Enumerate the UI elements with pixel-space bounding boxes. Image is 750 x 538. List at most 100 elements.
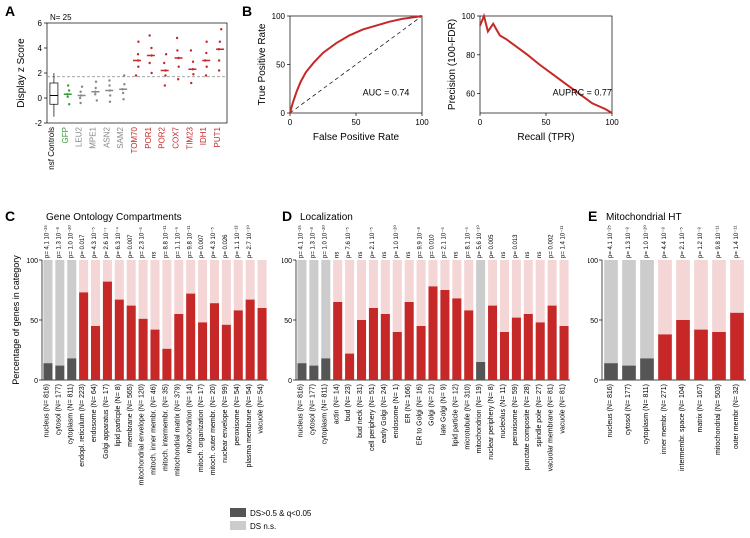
svg-text:nuclear periphery (N= 8): nuclear periphery (N= 8) (488, 384, 495, 460)
svg-text:nucleolus (N= 11): nucleolus (N= 11) (500, 384, 507, 439)
svg-text:nsf Controls: nsf Controls (47, 127, 56, 170)
svg-text:endosome (N= 64): endosome (N= 64) (91, 384, 98, 442)
svg-text:p= 8.1 10⁻⁵: p= 8.1 10⁻⁵ (464, 227, 471, 258)
legend: DS>0.5 & q<0.05 DS n.s. (230, 508, 370, 538)
svg-text:p= 1.3 10⁻⁸: p= 1.3 10⁻⁸ (309, 227, 316, 258)
svg-text:ns: ns (334, 252, 340, 258)
svg-text:ER (N= 166): ER (N= 166) (405, 384, 412, 423)
svg-text:early Golgi (N= 24): early Golgi (N= 24) (381, 384, 388, 443)
svg-text:outer membr (N= 32): outer membr (N= 32) (733, 384, 740, 449)
svg-text:TIM23: TIM23 (185, 126, 194, 149)
panel-b-prc: 0501006080100Recall (TPR)Precision (100-… (445, 8, 620, 143)
svg-text:ns: ns (501, 252, 507, 258)
svg-text:p= 5.6 10⁻¹⁰: p= 5.6 10⁻¹⁰ (476, 225, 483, 258)
svg-text:cytoplasm (N= 811): cytoplasm (N= 811) (643, 384, 650, 444)
svg-text:p= 2.3 10⁻⁶: p= 2.3 10⁻⁶ (139, 227, 146, 258)
svg-text:nucleus (N= 816): nucleus (N= 816) (298, 384, 305, 438)
svg-text:p= 9.8 10⁻¹¹: p= 9.8 10⁻¹¹ (716, 226, 722, 258)
svg-text:80: 80 (466, 51, 475, 60)
panel-e-chart: Mitochondrial HT050100nucleus (N= 816)p=… (588, 208, 748, 538)
svg-text:p= 2.6 10⁻⁷: p= 2.6 10⁻⁷ (103, 227, 110, 258)
svg-text:50: 50 (542, 118, 551, 127)
svg-text:p= 9.8 10⁻¹¹: p= 9.8 10⁻¹¹ (187, 226, 193, 258)
svg-text:mitochondrial envelope (N= 120: mitochondrial envelope (N= 120) (139, 384, 146, 485)
svg-text:p= 0.007: p= 0.007 (128, 234, 134, 258)
svg-text:Golgi (N= 21): Golgi (N= 21) (429, 384, 436, 426)
svg-text:p= 1.0 10⁻²⁰: p= 1.0 10⁻²⁰ (393, 225, 400, 258)
svg-text:2: 2 (38, 69, 43, 78)
svg-text:100: 100 (605, 118, 619, 127)
svg-text:p= 8.8 10⁻¹¹: p= 8.8 10⁻¹¹ (163, 226, 169, 258)
svg-text:100: 100 (462, 12, 476, 21)
svg-text:ns: ns (525, 252, 531, 258)
svg-text:vacuole (N= 81): vacuole (N= 81) (560, 384, 567, 434)
svg-text:microtubule (N= 310): microtubule (N= 310) (464, 384, 471, 450)
svg-text:nuclear envelope (N= 99): nuclear envelope (N= 99) (222, 384, 229, 463)
svg-text:plasma membrane (N= 54): plasma membrane (N= 54) (246, 384, 253, 467)
svg-text:PUT1: PUT1 (213, 126, 222, 147)
svg-text:p= 0.026: p= 0.026 (223, 234, 229, 258)
svg-text:0: 0 (34, 378, 38, 385)
svg-text:IDH1: IDH1 (199, 126, 208, 145)
svg-text:COX7: COX7 (172, 126, 181, 148)
svg-text:cell periphery (N= 51): cell periphery (N= 51) (369, 384, 376, 451)
svg-text:Golgi apparatus (N= 17): Golgi apparatus (N= 17) (103, 384, 110, 459)
svg-text:p= 7.6 10⁻⁵: p= 7.6 10⁻⁵ (345, 227, 352, 258)
svg-text:cytoplasm (N= 811): cytoplasm (N= 811) (67, 384, 74, 444)
svg-text:peroxisome (N= 54): peroxisome (N= 54) (234, 384, 241, 446)
svg-text:mitochondrion (N= 14): mitochondrion (N= 14) (186, 384, 193, 453)
svg-text:vacuole (N= 54): vacuole (N= 54) (258, 384, 265, 434)
svg-text:peroxisome (N= 59): peroxisome (N= 59) (512, 384, 519, 446)
svg-text:POR2: POR2 (158, 126, 167, 148)
svg-text:p= 4.4 10⁻⁸: p= 4.4 10⁻⁸ (661, 227, 668, 258)
svg-text:100: 100 (415, 118, 429, 127)
svg-text:bud (N= 23): bud (N= 23) (345, 384, 352, 421)
svg-text:-2: -2 (35, 119, 43, 128)
svg-text:ASN2: ASN2 (102, 126, 111, 147)
svg-text:True Positive Rate: True Positive Rate (257, 23, 268, 105)
svg-text:0: 0 (288, 118, 293, 127)
svg-text:mitochondrial (N= 503): mitochondrial (N= 503) (715, 384, 722, 455)
svg-text:50: 50 (276, 61, 285, 70)
svg-text:p= 1.4 10⁻¹¹: p= 1.4 10⁻¹¹ (734, 226, 740, 258)
svg-text:TOM70: TOM70 (130, 126, 139, 153)
panel-a-chart: -20246Display z ScoreN= 25nsf ControlsGF… (12, 8, 232, 203)
svg-text:cytosol (N= 177): cytosol (N= 177) (55, 384, 62, 435)
svg-text:late Golgi (N= 9): late Golgi (N= 9) (441, 384, 448, 435)
svg-text:lipid particle (N= 12): lipid particle (N= 12) (452, 384, 459, 446)
svg-text:50: 50 (352, 118, 361, 127)
svg-text:Precision (100-FDR): Precision (100-FDR) (447, 19, 458, 110)
svg-text:DS n.s.: DS n.s. (250, 522, 276, 531)
svg-text:p= 9.9 10⁻⁸: p= 9.9 10⁻⁸ (417, 227, 424, 258)
svg-text:p= 6.3 10⁻⁴: p= 6.3 10⁻⁴ (115, 227, 122, 258)
svg-text:p= 1.1 10⁻⁹: p= 1.1 10⁻⁹ (174, 227, 181, 258)
svg-text:p= 4.1 10⁻²⁵: p= 4.1 10⁻²⁵ (44, 225, 51, 258)
svg-text:0: 0 (594, 378, 598, 385)
svg-text:matrix (N= 167): matrix (N= 167) (697, 384, 704, 432)
svg-text:mitoch. inner membr. (N= 46): mitoch. inner membr. (N= 46) (151, 384, 158, 475)
svg-text:MPE1: MPE1 (88, 126, 97, 148)
svg-text:vacuolar membrane (N= 81): vacuolar membrane (N= 81) (548, 384, 555, 471)
svg-text:ns: ns (382, 252, 388, 258)
svg-text:p= 1.4 10⁻¹¹: p= 1.4 10⁻¹¹ (561, 226, 567, 258)
svg-text:p= 0.002: p= 0.002 (549, 234, 555, 258)
svg-text:Mitochondrial HT: Mitochondrial HT (606, 212, 682, 223)
svg-text:lipid particple (N= 8): lipid particple (N= 8) (115, 384, 122, 446)
svg-text:50: 50 (284, 318, 292, 325)
svg-text:Recall (TPR): Recall (TPR) (517, 132, 574, 143)
svg-text:100: 100 (272, 12, 286, 21)
svg-text:60: 60 (466, 90, 475, 99)
svg-text:100: 100 (282, 258, 292, 265)
svg-text:p= 2.1 10⁻⁵: p= 2.1 10⁻⁵ (369, 227, 376, 258)
svg-text:p= 4.1 10⁻²⁵: p= 4.1 10⁻²⁵ (607, 225, 614, 258)
svg-text:endosome (N= 1): endosome (N= 1) (393, 384, 400, 438)
svg-text:0: 0 (288, 378, 292, 385)
svg-text:membrane (N= 565): membrane (N= 565) (127, 384, 134, 447)
svg-text:p= 1.0 10⁻²⁰: p= 1.0 10⁻²⁰ (643, 225, 650, 258)
svg-text:ns: ns (537, 252, 543, 258)
svg-text:p= 0.007: p= 0.007 (199, 234, 205, 258)
svg-text:N= 25: N= 25 (50, 13, 72, 22)
svg-text:p= 1.2 10⁻⁸: p= 1.2 10⁻⁸ (697, 227, 704, 258)
svg-text:DS>0.5 & q<0.05: DS>0.5 & q<0.05 (250, 509, 312, 518)
svg-text:spindle pole (N= 27): spindle pole (N= 27) (536, 384, 543, 447)
